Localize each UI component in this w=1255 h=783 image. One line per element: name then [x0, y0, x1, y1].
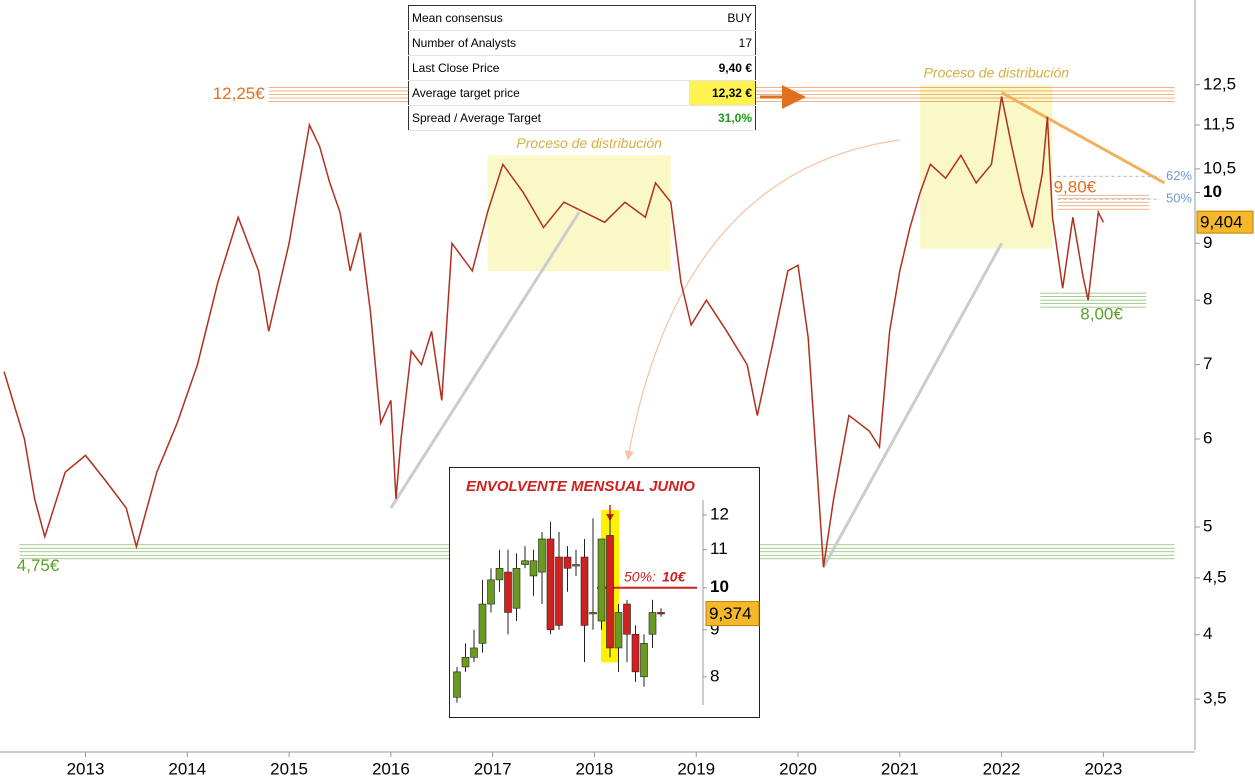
- trend-line: [1000, 91, 1166, 185]
- inset-level-label: 50%:: [624, 568, 656, 584]
- candle-body: [640, 643, 648, 678]
- candle-body: [623, 603, 631, 635]
- inset-level-value: 10€: [662, 568, 687, 584]
- candle-body: [470, 647, 478, 658]
- cell-value: 12,32 €: [689, 80, 756, 106]
- curved-arrow: [624, 139, 901, 461]
- candle-body: [461, 657, 470, 668]
- inset-y-tick-label: 8: [710, 666, 719, 685]
- candle-body: [512, 567, 521, 609]
- x-tick-label: 2022: [983, 759, 1021, 778]
- cell-label: Last Close Price: [408, 55, 689, 81]
- candle-body: [606, 535, 614, 649]
- cell-value: 31,0%: [689, 105, 756, 131]
- fib-label: 50%: [1166, 191, 1192, 206]
- cell-label: Average target price: [408, 80, 689, 106]
- candle-body: [546, 538, 555, 631]
- candle-body: [504, 571, 512, 613]
- level-label: 8,00€: [1080, 305, 1123, 324]
- y-tick-label: 10: [1203, 182, 1222, 201]
- candle-body: [572, 564, 580, 567]
- x-tick-label: 2016: [372, 759, 410, 778]
- table-row: Mean consensus BUY: [408, 5, 756, 31]
- table-row: Spread / Average Target 31,0%: [408, 105, 756, 131]
- candle-body: [478, 603, 487, 644]
- inset-title: ENVOLVENTE MENSUAL JUNIO: [466, 478, 695, 495]
- cell-label: Number of Analysts: [408, 30, 689, 56]
- cell-value: 9,40 €: [689, 55, 756, 81]
- cell-value: 17: [689, 30, 756, 56]
- y-tick-label: 4,5: [1203, 567, 1227, 586]
- level-label: 9,80€: [1054, 178, 1097, 197]
- y-tick-label: 9: [1203, 233, 1212, 252]
- zone-label: Proceso de distribución: [516, 135, 662, 151]
- inset-chart: ENVOLVENTE MENSUAL JUNIO 50%: 10€ 8 9 10 11 12 9…: [449, 467, 760, 718]
- y-tick-label: 12,5: [1203, 74, 1236, 93]
- inset-y-tick-label: 12: [710, 504, 729, 523]
- y-tick-label: 8: [1203, 290, 1212, 309]
- consensus-table: Mean consensus BUY Number of Analysts 17 Las…: [408, 5, 756, 131]
- y-tick-label: 3,5: [1203, 689, 1227, 708]
- x-tick-label: 2014: [168, 759, 206, 778]
- last-price-label: 9,404: [1200, 213, 1243, 232]
- cell-label: Spread / Average Target: [408, 105, 689, 131]
- candle-body: [555, 556, 563, 626]
- table-row: Average target price 12,32 €: [408, 80, 756, 106]
- x-tick-label: 2019: [677, 759, 715, 778]
- candle-body: [648, 612, 657, 635]
- candle-body: [529, 560, 538, 577]
- inset-last-price-box: [705, 601, 760, 627]
- candle-body: [614, 612, 623, 649]
- x-tick-label: 2013: [67, 759, 105, 778]
- level-label: 4,75€: [17, 556, 60, 575]
- x-tick-label: 2020: [779, 759, 817, 778]
- y-tick-label: 6: [1203, 428, 1212, 447]
- last-price-box: [1196, 210, 1254, 234]
- y-tick-label: 4: [1203, 624, 1212, 643]
- candle-body: [657, 612, 665, 615]
- level-label: 12,25€: [213, 84, 266, 103]
- trend-line: [389, 211, 581, 509]
- fib-label: 62%: [1166, 168, 1192, 183]
- candle-body: [597, 538, 606, 622]
- x-tick-label: 2021: [881, 759, 919, 778]
- zone-label: Proceso de distribución: [924, 64, 1070, 80]
- inset-y-tick-label: 9: [710, 619, 719, 638]
- inset-y-tick-label: 10: [710, 577, 729, 596]
- cell-value: BUY: [689, 5, 756, 31]
- candle-body: [538, 538, 546, 573]
- table-row: Number of Analysts 17: [408, 30, 756, 56]
- y-tick-label: 11,5: [1203, 114, 1235, 133]
- inset-y-tick-label: 11: [710, 539, 728, 558]
- price-line: [3, 96, 1105, 568]
- candle-body: [495, 567, 504, 581]
- candle-body: [563, 556, 572, 569]
- candle-body: [521, 560, 529, 565]
- candle-body: [589, 612, 597, 615]
- candle-body: [487, 579, 495, 605]
- x-tick-label: 2017: [474, 759, 512, 778]
- trend-line: [822, 242, 1003, 568]
- cell-label: Mean consensus: [408, 5, 689, 31]
- y-tick-label: 10,5: [1203, 158, 1236, 177]
- x-tick-label: 2015: [270, 759, 308, 778]
- candle-body: [580, 556, 589, 626]
- candle-body: [453, 671, 461, 698]
- table-row: Last Close Price 9,40 €: [408, 55, 756, 81]
- inset-last-price-label: 9,374: [709, 604, 752, 623]
- x-tick-label: 2023: [1084, 759, 1122, 778]
- candle-body: [631, 633, 640, 673]
- y-tick-label: 7: [1203, 354, 1212, 373]
- y-tick-label: 5: [1203, 516, 1212, 535]
- x-tick-label: 2018: [576, 759, 614, 778]
